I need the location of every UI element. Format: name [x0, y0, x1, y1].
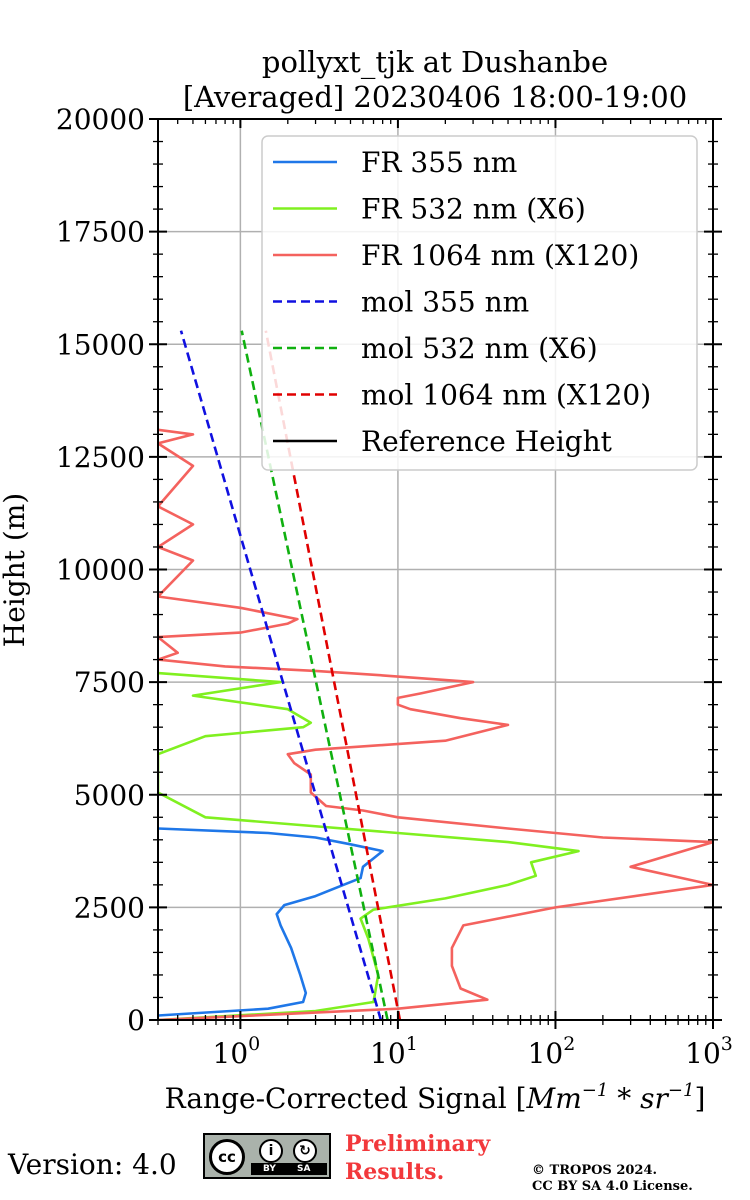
x-axis-label-unit: Mm: [526, 1082, 582, 1115]
badge-by-label: BY: [263, 1164, 276, 1174]
y-tick-label: 15000: [56, 328, 145, 361]
chart-title-line-2: [Averaged] 20230406 18:00-19:00: [183, 80, 687, 114]
x-axis-label-mid: * sr: [608, 1082, 669, 1115]
attribution-icon: i: [259, 1139, 283, 1163]
legend-label-0: FR 355 nm: [361, 146, 517, 179]
data-series: [158, 330, 713, 1020]
badge-sa-label: SA: [297, 1164, 311, 1174]
legend: FR 355 nm FR 532 nm (X6) FR 1064 nm (X120)…: [261, 135, 698, 471]
preliminary-line-1: Preliminary: [345, 1131, 491, 1157]
legend-label-3: mol 355 nm: [361, 286, 529, 319]
legend-label-2: FR 1064 nm (X120): [361, 239, 639, 272]
preliminary-notice: Preliminary Results.: [345, 1130, 490, 1186]
series-line-5: [264, 330, 402, 1020]
legend-label-4: mol 532 nm (X6): [361, 332, 598, 365]
y-tick-label: 10000: [56, 554, 145, 587]
series-line-3: [179, 330, 383, 1020]
legend-label-1: FR 532 nm (X6): [361, 193, 586, 226]
copyright-line-1: © TROPOS 2024.: [532, 1163, 658, 1178]
x-axis-label-close: ]: [694, 1082, 705, 1115]
series-line-1: [158, 671, 580, 1020]
x-axis-label-text: Range-Corrected Signal [: [165, 1082, 527, 1115]
x-tick-label: 102: [528, 1033, 576, 1070]
x-axis-label: Range-Corrected Signal [Mm−1 * sr−1]: [165, 1080, 706, 1115]
copyright-line-2: CC BY SA 4.0 License.: [532, 1179, 693, 1194]
x-tick-label: 103: [685, 1033, 733, 1070]
share-alike-icon: ↻: [293, 1139, 317, 1163]
series-line-2: [158, 428, 713, 1020]
y-tick-label: 7500: [74, 666, 145, 699]
copyright-notice: © TROPOS 2024. CC BY SA 4.0 License.: [532, 1163, 693, 1195]
y-axis-label: Height (m): [0, 493, 31, 647]
tick-labels: 0 2500 5000 7500 10000 12500 15000 17500 20000 10…: [56, 103, 733, 1070]
cc-icon: cc: [209, 1139, 245, 1175]
legend-label-5: mol 1064 nm (X120): [361, 379, 651, 412]
x-tick-label: 100: [213, 1033, 261, 1070]
y-tick-label: 0: [127, 1004, 145, 1037]
axis-ticks: [149, 118, 722, 1029]
badge-strip: [251, 1163, 327, 1175]
x-tick-label: 101: [370, 1033, 418, 1070]
legend-box: [261, 135, 698, 471]
preliminary-line-2: Results.: [345, 1159, 445, 1185]
chart-title-line-1: pollyxt_tjk at Dushanbe: [262, 45, 608, 80]
y-tick-label: 17500: [56, 216, 145, 249]
y-tick-label: 5000: [74, 779, 145, 812]
legend-label-6: Reference Height: [361, 425, 613, 458]
series-line-0: [158, 827, 384, 1017]
x-axis-label-exp1: −1: [582, 1080, 609, 1101]
x-axis-label-exp2: −1: [668, 1080, 695, 1101]
y-tick-label: 12500: [56, 441, 145, 474]
y-tick-label: 20000: [56, 103, 145, 136]
version-label: Version: 4.0: [8, 1148, 177, 1181]
cc-license-badge[interactable]: cc i ↻ BY SA: [203, 1133, 331, 1179]
y-tick-label: 2500: [74, 891, 145, 924]
series-line-4: [240, 330, 389, 1020]
